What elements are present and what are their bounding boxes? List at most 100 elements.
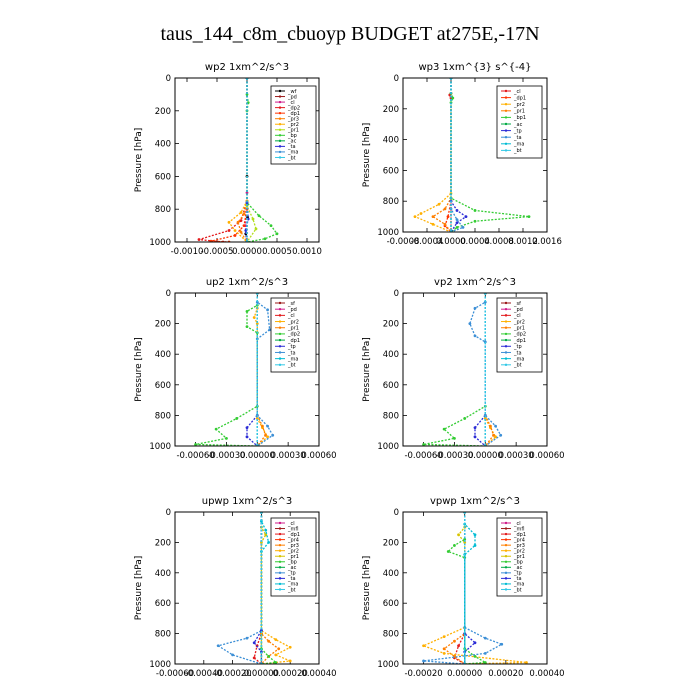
plot-frame xyxy=(402,511,548,665)
data-point xyxy=(264,528,268,532)
plot-frame xyxy=(174,511,320,665)
x-tick-label: -0.00060 xyxy=(404,451,442,461)
x-tick-label: 0.00060 xyxy=(301,451,336,461)
chart-panel: vp2 1xm^2/s^3 Pressure [hPa] 0 200 400 600 800… xyxy=(362,277,565,461)
x-tick-label: -0.0008 xyxy=(387,237,420,247)
legend-marker xyxy=(278,588,282,591)
panel-title: upwp 1xm^2/s^3 xyxy=(202,496,292,507)
data-point xyxy=(453,436,456,440)
series-group xyxy=(197,78,279,242)
y-axis-label: Pressure [hPa] xyxy=(134,556,144,621)
legend-marker xyxy=(278,577,282,580)
legend-label: _dp1 xyxy=(287,111,300,117)
y-tick-label: 1000 xyxy=(149,238,171,248)
data-point xyxy=(251,217,255,221)
legend-label: _bt xyxy=(287,363,296,369)
legend-label: _pd xyxy=(513,307,523,313)
legend-marker xyxy=(504,122,508,126)
legend-marker xyxy=(278,363,282,367)
data-point xyxy=(242,224,246,228)
data-point xyxy=(483,661,487,664)
data-point xyxy=(442,647,446,651)
legend-marker xyxy=(504,582,508,586)
legend-marker xyxy=(278,128,282,131)
data-point xyxy=(455,218,459,222)
data-point xyxy=(255,414,259,417)
data-point xyxy=(255,300,259,304)
legend-marker xyxy=(504,89,508,93)
legend-marker xyxy=(504,332,508,336)
data-point xyxy=(245,309,249,313)
data-point xyxy=(483,414,487,417)
x-tick-label: 0.00030 xyxy=(271,451,306,461)
legend-label: _ta xyxy=(513,576,522,582)
data-point xyxy=(473,209,477,212)
data-point xyxy=(255,417,259,420)
legend-label: _ac xyxy=(287,565,297,571)
legend-marker xyxy=(278,351,282,354)
y-tick-label: 1000 xyxy=(149,660,171,670)
y-tick-label: 800 xyxy=(383,630,399,640)
data-point xyxy=(473,219,477,223)
chart-panel: wp3 1xm^{3} s^{-4} Pressure [hPa] 0 200 400 6… xyxy=(362,62,562,247)
y-tick-label: 400 xyxy=(383,350,399,360)
x-tick-label: -0.0004 xyxy=(411,237,444,247)
y-tick-label: 600 xyxy=(383,599,399,609)
y-tick-label: 1000 xyxy=(377,228,399,238)
legend-marker xyxy=(278,560,282,563)
legend-marker xyxy=(504,149,508,152)
series-line xyxy=(431,78,452,232)
data-point xyxy=(261,424,264,428)
data-point xyxy=(233,229,237,232)
x-tick-label: -0.00060 xyxy=(176,451,214,461)
legend-label: _ma xyxy=(513,582,524,588)
legend-marker xyxy=(278,532,282,536)
y-tick-label: 600 xyxy=(155,381,171,391)
data-point xyxy=(274,661,278,664)
data-point xyxy=(494,435,497,439)
y-tick-label: 200 xyxy=(155,320,171,330)
legend-label: _cl xyxy=(287,313,295,319)
data-point xyxy=(473,306,477,310)
series-group xyxy=(421,512,528,664)
panel-title: wp3 1xm^{3} s^{-4} xyxy=(418,62,531,73)
legend-marker xyxy=(504,532,508,536)
y-tick-label: 800 xyxy=(383,411,399,421)
legend-marker xyxy=(504,326,508,329)
data-point xyxy=(267,639,270,643)
legend-marker xyxy=(278,314,282,317)
x-tick-label: -0.00040 xyxy=(185,669,223,679)
y-tick-label: 800 xyxy=(155,630,171,640)
legend-label: _ac xyxy=(513,122,523,128)
legend-label: _dp1 xyxy=(513,95,526,101)
x-tick-label: -0.00030 xyxy=(207,451,245,461)
data-point xyxy=(260,519,263,523)
plot-frame xyxy=(174,77,320,243)
plot-frame xyxy=(402,77,548,233)
legend-marker xyxy=(504,566,508,569)
data-point xyxy=(464,215,468,219)
legend-label: _bt xyxy=(513,363,522,369)
legend-box xyxy=(270,297,317,373)
series-line xyxy=(450,78,530,232)
y-tick-label: 800 xyxy=(155,411,171,421)
legend-label: _bp1 xyxy=(513,115,526,121)
x-tick-label: 0.0004 xyxy=(460,237,490,247)
data-point xyxy=(455,221,459,225)
data-point xyxy=(274,638,278,642)
legend-marker xyxy=(504,109,508,113)
legend-box xyxy=(496,297,543,373)
legend-label: _ma xyxy=(287,356,298,362)
data-point xyxy=(255,322,259,325)
data-point xyxy=(455,225,459,229)
data-point xyxy=(245,426,249,430)
y-tick-label: 800 xyxy=(155,205,171,215)
legend-label: _pr3 xyxy=(287,543,299,549)
legend-label: _dp1 xyxy=(287,532,300,538)
legend-marker xyxy=(278,89,282,93)
data-point xyxy=(443,222,447,226)
legend-marker xyxy=(504,136,508,139)
legend-label: _mfl xyxy=(287,526,299,532)
legend-marker xyxy=(278,555,282,558)
chart-panel: wp2 1xm^2/s^3 Pressure [hPa] 0 200 400 600 800… xyxy=(134,62,322,257)
